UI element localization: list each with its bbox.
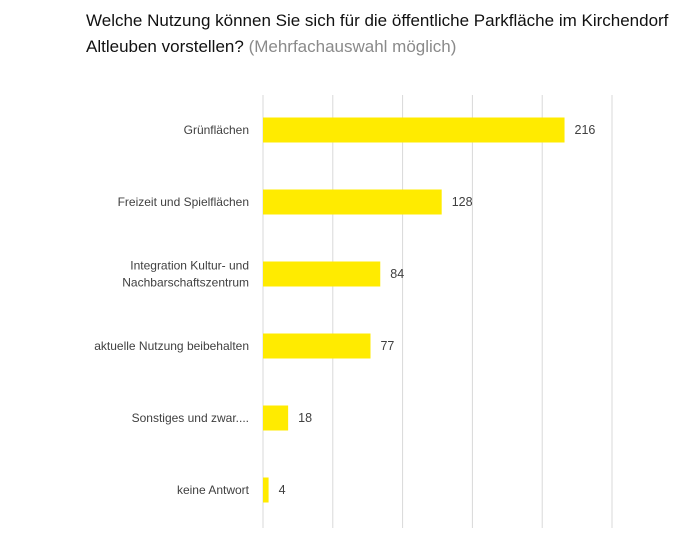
title-subtitle: (Mehrfachauswahl möglich) (248, 37, 457, 56)
category-label: Freizeit und Spielflächen (118, 195, 249, 209)
bar (263, 261, 381, 287)
chart-title: Welche Nutzung können Sie sich für die ö… (86, 8, 686, 60)
data-label: 84 (390, 267, 404, 281)
bar (263, 477, 269, 503)
data-label: 128 (452, 195, 473, 209)
bar (263, 189, 442, 215)
category-label: keine Antwort (177, 483, 250, 497)
category-label: Grünflächen (184, 123, 249, 137)
category-label: Sonstiges und zwar.... (132, 411, 249, 425)
data-label: 77 (380, 339, 394, 353)
category-label: Nachbarschaftszentrum (122, 276, 249, 290)
category-label: aktuelle Nutzung beibehalten (94, 339, 249, 353)
title-main: Welche Nutzung können Sie sich für die ö… (86, 11, 669, 56)
category-label: Integration Kultur- und (130, 259, 249, 273)
data-label: 216 (575, 123, 596, 137)
bar (263, 333, 371, 359)
bar (263, 405, 289, 431)
data-label: 4 (279, 483, 286, 497)
data-label: 18 (298, 411, 312, 425)
bar (263, 117, 565, 143)
